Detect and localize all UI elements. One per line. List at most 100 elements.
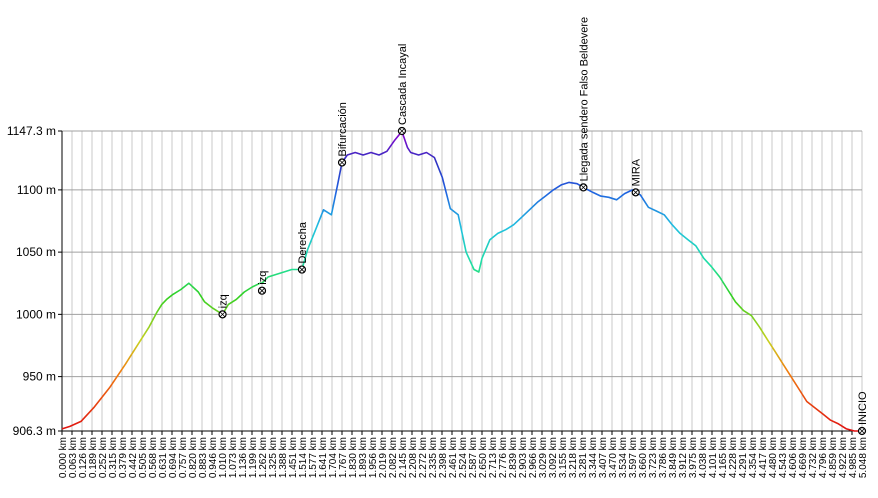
waypoint: Derecha (297, 221, 309, 274)
x-tick-label: 4.732 km (808, 437, 819, 478)
waypoint-cross (632, 189, 639, 196)
x-tick-label: 4.101 km (708, 437, 719, 478)
x-tick-label: 4.165 km (718, 437, 729, 478)
x-tick-label: 2.650 km (478, 437, 489, 478)
x-tick-label: 5.048 km (858, 437, 869, 478)
x-tick-label: 1.767 km (338, 437, 349, 478)
x-tick-label: 0.883 km (198, 437, 209, 478)
x-axis-labels: 0.000 km 0.063 km 0.126 km 0.189 km 0.252 km… (58, 437, 869, 478)
x-tick-label: 3.281 km (578, 437, 589, 478)
x-tick-label: 0.946 km (208, 437, 219, 478)
x-tick-label: 3.092 km (548, 437, 559, 478)
x-tick-label: 4.669 km (798, 437, 809, 478)
waypoint: Cascada Incayal (397, 44, 409, 136)
x-tick-label: 3.849 km (668, 437, 679, 478)
x-tick-label: 0.000 km (58, 437, 69, 478)
x-tick-label: 4.543 km (778, 437, 789, 478)
waypoint-label: Derecha (297, 221, 309, 263)
waypoint-cross (339, 159, 345, 166)
x-tick-label: 2.082 km (388, 437, 399, 478)
y-tick-label: 906.3 m (13, 424, 56, 438)
waypoint: INICIO (857, 391, 869, 436)
x-tick-label: 3.029 km (538, 437, 549, 478)
x-tick-label: 0.694 km (168, 437, 179, 478)
waypoint-label: MIRA (631, 158, 643, 186)
x-tick-label: 1.704 km (328, 437, 339, 478)
y-tick-label: 1100 m (17, 183, 56, 197)
x-tick-label: 1.199 km (248, 437, 259, 478)
x-tick-label: 4.228 km (728, 437, 739, 478)
x-tick-label: 3.218 km (568, 437, 579, 478)
waypoint-cross (259, 287, 265, 294)
x-tick-label: 0.126 km (78, 437, 89, 478)
x-tick-label: 4.038 km (698, 437, 709, 478)
waypoint-label: INICIO (857, 391, 869, 425)
x-tick-label: 4.417 km (758, 437, 769, 478)
x-tick-label: 3.597 km (628, 437, 639, 478)
x-tick-label: 1.451 km (288, 437, 299, 478)
waypoint: MIRA (631, 158, 643, 197)
x-tick-label: 0.189 km (88, 437, 99, 478)
x-tick-label: 0.063 km (68, 437, 79, 478)
waypoint-cross (399, 128, 405, 134)
x-tick-label: 2.903 km (518, 437, 529, 478)
waypoint: izq (218, 294, 230, 319)
x-tick-label: 1.956 km (368, 437, 379, 478)
waypoint-cross (580, 184, 587, 191)
x-tick-label: 0.568 km (148, 437, 159, 478)
waypoint: Bifurcación (337, 102, 349, 167)
x-tick-label: 3.534 km (618, 437, 629, 478)
x-tick-label: 2.713 km (488, 437, 499, 478)
x-tick-label: 4.796 km (818, 437, 829, 478)
y-tick-label: 1147.3 m (7, 124, 56, 138)
x-tick-label: 2.398 km (438, 437, 449, 478)
x-tick-label: 2.839 km (508, 437, 519, 478)
x-tick-label: 1.325 km (268, 437, 279, 478)
x-tick-label: 3.912 km (678, 437, 689, 478)
x-tick-label: 0.252 km (98, 437, 109, 478)
x-tick-label: 4.291 km (738, 437, 749, 478)
x-tick-label: 1.830 km (348, 437, 359, 478)
x-tick-label: 3.344 km (588, 437, 599, 478)
x-tick-label: 0.442 km (128, 437, 139, 478)
x-tick-label: 2.019 km (378, 437, 389, 478)
y-tick-label: 1000 m (16, 307, 56, 321)
waypoint-cross (219, 311, 226, 318)
x-tick-label: 2.524 km (458, 437, 469, 478)
x-tick-label: 2.776 km (498, 437, 509, 478)
waypoint-label: Llegada sendero Falso Beldevere (578, 17, 590, 182)
x-tick-label: 0.315 km (108, 437, 119, 478)
x-tick-label: 4.985 km (848, 437, 859, 478)
x-tick-label: 1.388 km (278, 437, 289, 478)
x-tick-label: 1.262 km (258, 437, 269, 478)
x-tick-label: 4.859 km (828, 437, 839, 478)
x-tick-label: 4.480 km (768, 437, 779, 478)
waypoint-markers: izq izq Derecha Bifurcación Cascada Incayal L… (218, 17, 869, 436)
waypoint-label: izq (218, 294, 230, 308)
waypoint-label: izq (257, 271, 269, 285)
x-tick-label: 1.641 km (318, 437, 329, 478)
grid-lines (61, 130, 863, 432)
x-tick-label: 4.354 km (748, 437, 759, 478)
x-tick-label: 3.786 km (658, 437, 669, 478)
x-tick-label: 1.073 km (228, 437, 239, 478)
waypoint-label: Bifurcación (337, 102, 349, 156)
waypoint-label: Cascada Incayal (397, 44, 409, 125)
y-tick-label: 950 m (23, 370, 56, 384)
x-tick-label: 1.136 km (238, 437, 249, 478)
x-tick-label: 3.975 km (688, 437, 699, 478)
x-tick-label: 4.606 km (788, 437, 799, 478)
waypoint: izq (257, 271, 269, 295)
y-axis-labels: 906.3 m 950 m 1000 m 1050 m 1100 m 1147.3 m (7, 124, 56, 438)
x-tick-label: 0.757 km (178, 437, 189, 478)
x-tick-label: 1.514 km (298, 437, 309, 478)
waypoint-cross (859, 428, 865, 434)
x-tick-label: 1.893 km (358, 437, 369, 478)
waypoint: Llegada sendero Falso Beldevere (578, 17, 590, 192)
x-tick-label: 3.470 km (608, 437, 619, 478)
x-tick-label: 3.155 km (558, 437, 569, 478)
x-tick-label: 2.966 km (528, 437, 539, 478)
x-tick-label: 2.145 km (398, 437, 409, 478)
x-tick-label: 0.631 km (158, 437, 169, 478)
